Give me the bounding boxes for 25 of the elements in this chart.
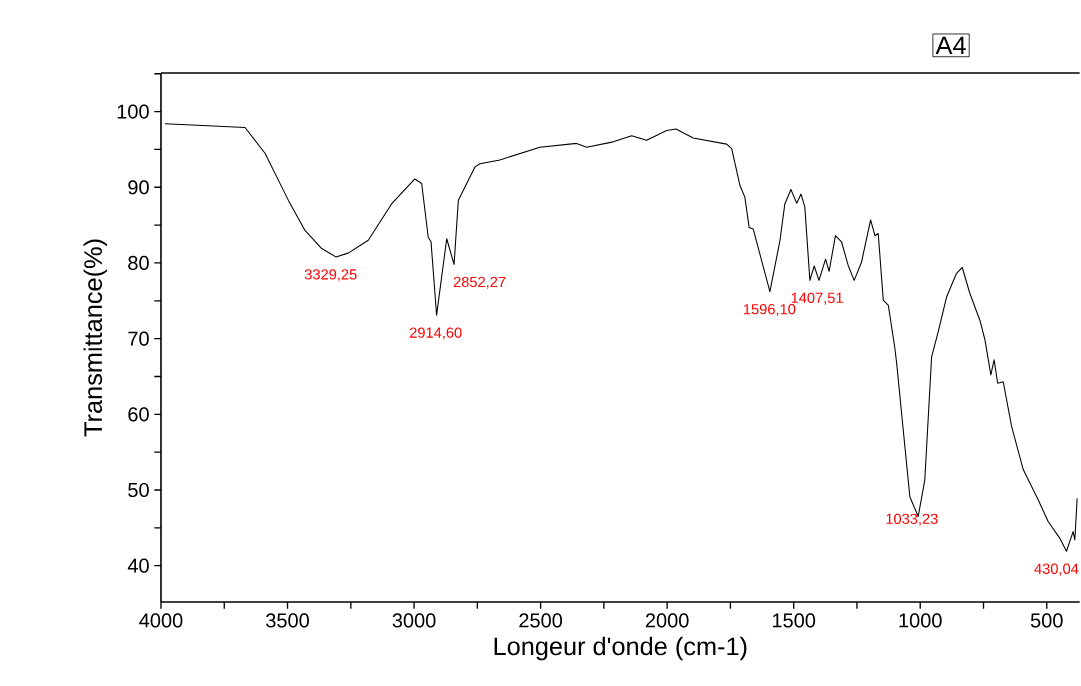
x-tick-label: 1000 <box>899 613 942 628</box>
annotation: 3329,25 <box>304 269 357 282</box>
text: A4 <box>935 36 966 55</box>
y-tick-label: 70 <box>128 331 149 346</box>
x-tick-label: 3000 <box>392 613 436 628</box>
x-tick-label: 500 <box>1030 613 1063 628</box>
y-tick-label: 60 <box>128 407 149 422</box>
x-tick-label: 2000 <box>645 613 689 628</box>
x-tick-label: 2500 <box>519 613 563 628</box>
annotation: 1407,51 <box>791 292 843 305</box>
annotation: 1596,10 <box>743 303 796 317</box>
annotation: 2914,60 <box>409 327 462 340</box>
y-tick-label: 80 <box>128 255 149 271</box>
annotation: 2852,27 <box>453 276 506 289</box>
x-axis-title: Longeur d'onde (cm-1) <box>494 636 747 661</box>
y-tick-label: 90 <box>128 180 149 195</box>
annotation: 430,04 <box>1034 563 1079 576</box>
y-tick-label: 100 <box>117 104 149 119</box>
x-tick-label: 1500 <box>772 613 816 628</box>
y-tick-label: 40 <box>127 558 149 573</box>
x-tick-label: 3500 <box>266 613 309 628</box>
annotation: 1033,23 <box>886 513 938 526</box>
x-tick-label: 4000 <box>139 613 183 628</box>
y-tick-label: 50 <box>128 482 149 498</box>
y-axis-title: Transmittance(%) <box>83 239 108 437</box>
